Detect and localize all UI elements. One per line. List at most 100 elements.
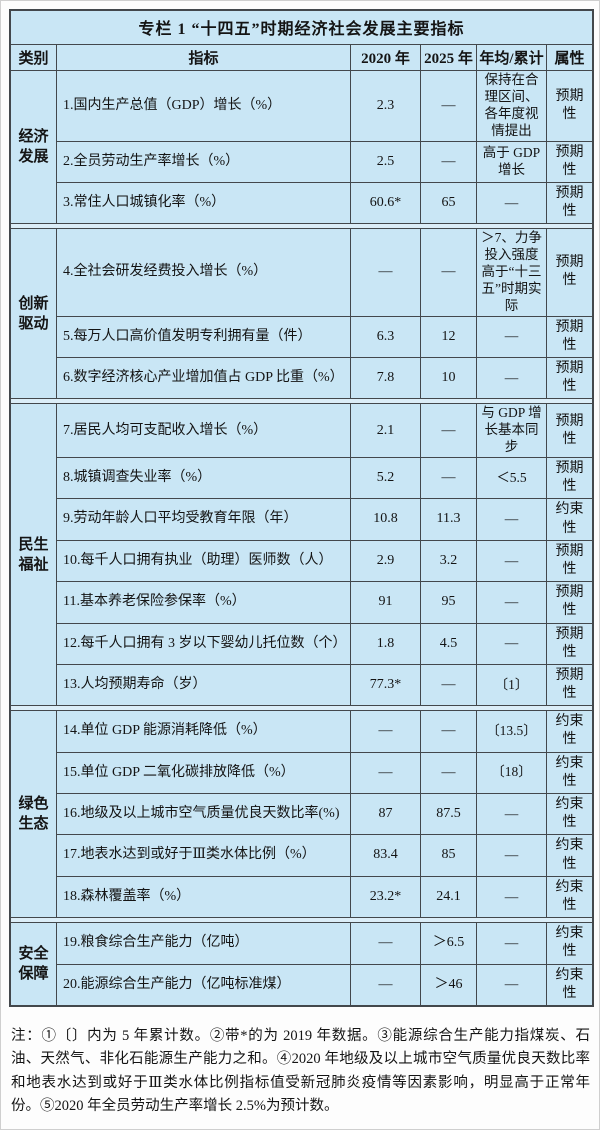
value-2025-cell: 85 [420,834,476,876]
attribute-cell: 预期性 [546,539,592,582]
indicator-cell: 20.能源综合生产能力（亿吨标准煤） [56,963,350,1005]
table-footnotes: 注：①〔〕内为 5 年累计数。②带*的为 2019 年数据。③能源综合生产能力指… [11,1027,590,1115]
attribute-cell: 预期性 [546,457,592,499]
category-label: 经济发展 [18,128,49,166]
value-2020-cell: 83.4 [350,834,420,876]
indicator-cell: 7.居民人均可支配收入增长（%） [56,404,350,457]
attribute-cell: 约束性 [546,711,592,752]
indicator-cell: 17.地表水达到或好于Ⅲ类水体比例（%） [56,834,350,876]
value-2025-cell: 12 [420,315,476,357]
indicator-cell: 9.劳动年龄人口平均受教育年限（年） [56,498,350,540]
value-2020-cell: 2.1 [350,404,420,457]
category-label: 安全保障 [18,945,49,982]
value-2020-cell: 87 [350,793,420,835]
table-section: 经济发展 1.国内生产总值（GDP）增长（%） 2.3— 保持在合理区间、各年度视情提… [11,70,592,225]
value-2020-cell: 2.9 [350,539,420,582]
table-section: 民生福祉 7.居民人均可支配收入增长（%） 2.1— 与 GDP 增长基本同步 预期性 8… [11,403,592,707]
attribute-cell: 预期性 [546,229,592,316]
attribute-cell: 约束性 [546,834,592,876]
value-2020-cell: 60.6* [350,181,420,224]
value-2025-cell: 10 [420,357,476,399]
annual-cumulative-cell: 〔18〕 [476,751,546,793]
column-header-2020: 2020 年 [350,45,420,70]
value-2025-cell: 87.5 [420,793,476,835]
value-2025-cell: 95 [420,581,476,623]
annual-cumulative-cell: — [476,357,546,399]
value-2020-cell: 77.3* [350,663,420,706]
value-2025-cell: ＞6.5 [420,923,476,964]
column-header-annual: 年均/累计 [476,45,546,70]
value-2025-cell: — [420,140,476,182]
indicator-cell: 13.人均预期寿命（岁） [56,663,350,706]
table-body: 经济发展 1.国内生产总值（GDP）增长（%） 2.3— 保持在合理区间、各年度视情提… [11,70,592,1005]
annual-cumulative-cell: — [476,498,546,540]
indicator-cell: 3.常住人口城镇化率（%） [56,181,350,224]
indicator-cell: 1.国内生产总值（GDP）增长（%） [56,71,350,141]
table-header-row: 类别 指标 2020 年 2025 年 年均/累计 属性 [11,45,592,70]
annual-cumulative-cell: 与 GDP 增长基本同步 [476,404,546,457]
indicator-cell: 14.单位 GDP 能源消耗降低（%） [56,711,350,752]
table-section: 安全保障 19.粮食综合生产能力（亿吨） — ＞6.5— 约束性 20.能源综合生产能力（… [11,922,592,1005]
indicator-cell: 10.每千人口拥有执业（助理）医师数（人） [56,539,350,582]
value-2020-cell: 2.5 [350,140,420,182]
indicator-cell: 4.全社会研发经费投入增长（%） [56,229,350,316]
attribute-cell: 约束性 [546,793,592,835]
annual-cumulative-cell: — [476,581,546,623]
category-label: 绿色生态 [18,795,49,833]
value-2025-cell: 24.1 [420,875,476,918]
indicator-cell: 16.地级及以上城市空气质量优良天数比率(%) [56,793,350,835]
attribute-cell: 约束性 [546,875,592,918]
value-2025-cell: ＞46 [420,963,476,1005]
value-2020-cell: — [350,751,420,793]
annual-cumulative-cell: — [476,963,546,1005]
category-label: 民生福祉 [18,536,49,573]
indicator-cell: 11.基本养老保险参保率（%） [56,581,350,623]
annual-cumulative-cell: — [476,875,546,918]
value-2020-cell: — [350,923,420,964]
value-2020-cell: 5.2 [350,457,420,499]
column-header-indicator: 指标 [56,45,350,70]
value-2020-cell: 91 [350,581,420,623]
annual-cumulative-cell: 保持在合理区间、各年度视情提出 [476,71,546,141]
value-2020-cell: 7.8 [350,357,420,399]
column-header-2025: 2025 年 [420,45,476,70]
annual-cumulative-cell: 〔1〕 [476,663,546,706]
annual-cumulative-cell: — [476,181,546,224]
annual-cumulative-cell: 〔13.5〕 [476,711,546,752]
value-2020-cell: 1.8 [350,622,420,664]
attribute-cell: 预期性 [546,622,592,664]
value-2020-cell: 23.2* [350,875,420,918]
attribute-cell: 预期性 [546,181,592,224]
table-section: 绿色生态 14.单位 GDP 能源消耗降低（%） — — 〔13.5〕 约束性 15.单位 … [11,710,592,919]
indicator-cell: 18.森林覆盖率（%） [56,875,350,918]
annual-cumulative-cell: 高于 GDP 增长 [476,140,546,182]
value-2025-cell: — [420,457,476,499]
attribute-cell: 约束性 [546,923,592,964]
annual-cumulative-cell: ＜5.5 [476,457,546,499]
attribute-cell: 约束性 [546,751,592,793]
category-label: 创新驱动 [18,295,49,332]
annual-cumulative-cell: — [476,793,546,835]
annual-cumulative-cell: — [476,315,546,357]
indicator-cell: 2.全员劳动生产率增长（%） [56,140,350,182]
annual-cumulative-cell: — [476,923,546,964]
column-header-attribute: 属性 [546,45,592,70]
value-2025-cell: — [420,229,476,316]
attribute-cell: 预期性 [546,663,592,706]
annual-cumulative-cell: — [476,834,546,876]
value-2020-cell: — [350,711,420,752]
indicator-cell: 6.数字经济核心产业增加值占 GDP 比重（%） [56,357,350,399]
table-section: 创新驱动 4.全社会研发经费投入增长（%） — — ＞7、力争投入强度高于“十三五”时期… [11,228,592,400]
attribute-cell: 预期性 [546,140,592,182]
attribute-cell: 约束性 [546,498,592,540]
value-2020-cell: — [350,229,420,316]
attribute-cell: 预期性 [546,315,592,357]
value-2025-cell: — [420,404,476,457]
indicator-cell: 15.单位 GDP 二氧化碳排放降低（%） [56,751,350,793]
value-2020-cell: 6.3 [350,315,420,357]
indicators-table: 专栏 1 “十四五”时期经济社会发展主要指标 类别 指标 2020 年 2025… [9,9,594,1007]
indicator-cell: 19.粮食综合生产能力（亿吨） [56,923,350,964]
table-title: 专栏 1 “十四五”时期经济社会发展主要指标 [11,11,592,45]
annual-cumulative-cell: ＞7、力争投入强度高于“十三五”时期实际 [476,229,546,316]
